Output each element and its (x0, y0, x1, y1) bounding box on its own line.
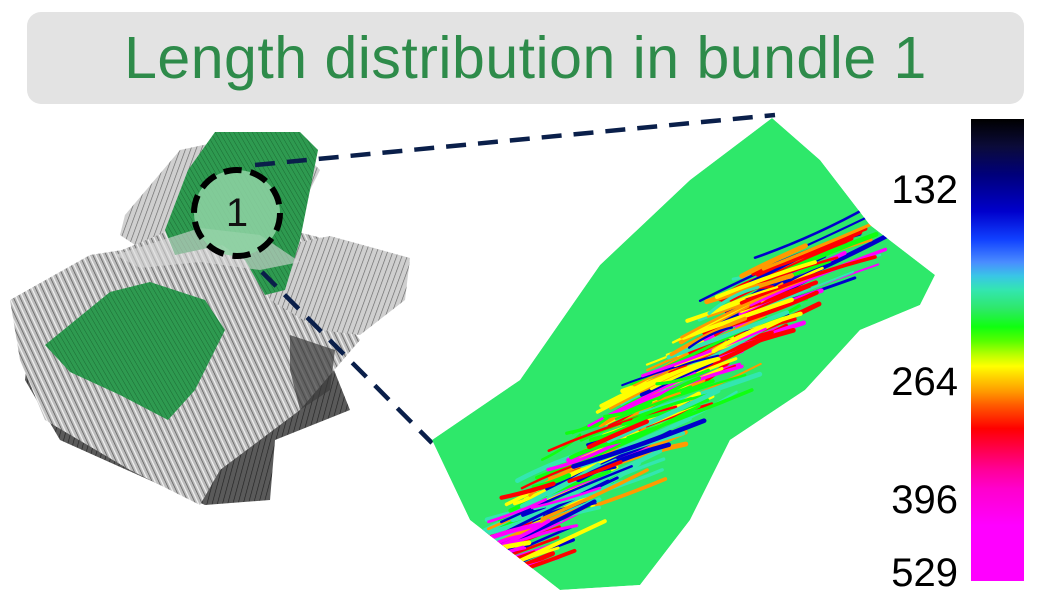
fiber-strand (641, 327, 767, 378)
fiber-strand (499, 481, 556, 500)
fiber-strand (432, 554, 494, 590)
fiber-strand (459, 552, 499, 563)
title-banner: Length distribution in bundle 1 (27, 12, 1024, 104)
bundle-number: 1 (225, 191, 249, 235)
fiber-strand (445, 539, 507, 575)
fiber-strand (540, 468, 649, 521)
fiber-strand (547, 405, 678, 452)
fiber-strand (737, 276, 793, 292)
fiber-strand (571, 418, 707, 469)
fiber-strand (432, 584, 466, 590)
fiber-strand (444, 551, 556, 590)
fiber-strand (714, 260, 817, 300)
fiber-strand (614, 374, 747, 421)
fiber-strand (438, 551, 482, 565)
fiber-strand (739, 243, 808, 279)
fiber-strand (432, 551, 519, 581)
bundle-marker (191, 167, 283, 259)
fiber-strand (461, 548, 503, 564)
fiber-strand (487, 498, 548, 524)
fiber-strand (567, 460, 623, 484)
fiber-strand (463, 548, 504, 563)
fiber-strand (621, 354, 720, 387)
fiber-strand (432, 578, 472, 590)
fiber-strand (540, 433, 582, 461)
zoom-connector-lines (254, 112, 776, 445)
fiber-strand (432, 545, 525, 584)
fiber-strand (530, 486, 602, 510)
fiber-strand (603, 400, 653, 419)
fiber-strand (626, 388, 754, 440)
fiber-strand (500, 464, 633, 524)
fiber-strand (439, 545, 513, 584)
fiber-strand (446, 550, 537, 581)
fiber-strand (711, 311, 803, 354)
fiber-strand (739, 255, 877, 305)
fiber-strand (656, 376, 701, 401)
fiber-strand (687, 326, 733, 349)
fiber-strand (599, 356, 720, 408)
colorbar-tick-label: 396 (891, 478, 958, 522)
fiber-strand (432, 558, 490, 589)
fiber-strand (446, 578, 496, 590)
zoomed-bundle (432, 118, 935, 590)
fiber-strand (666, 310, 790, 360)
fiber-strand (432, 558, 508, 590)
fiber-strand (753, 204, 871, 260)
fiber-strand (569, 437, 630, 460)
fiber-strand (606, 388, 721, 444)
fiber-strand (669, 316, 748, 357)
length-colorbar (971, 119, 1024, 581)
fiber-strand (466, 544, 508, 565)
fiber-strand (681, 297, 794, 340)
page-title: Length distribution in bundle 1 (124, 25, 927, 91)
fiber-strand (432, 572, 514, 590)
fiber-strand (441, 561, 517, 585)
colorbar-tick-label: 529 (891, 551, 958, 595)
fiber-strand (587, 419, 650, 450)
fiber-strand (707, 285, 760, 315)
colorbar-tick-label: 132 (891, 168, 958, 212)
fiber-strand (655, 368, 710, 386)
fiber-strand (571, 385, 693, 435)
colorbar-tick-label: 264 (891, 360, 958, 404)
